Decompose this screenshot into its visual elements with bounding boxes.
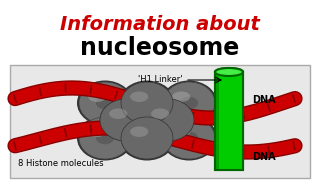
Ellipse shape: [130, 91, 148, 102]
Ellipse shape: [161, 116, 217, 161]
Bar: [10, 65, 310, 178]
Ellipse shape: [121, 82, 173, 124]
Text: DNA: DNA: [252, 95, 276, 105]
Ellipse shape: [161, 80, 217, 125]
Ellipse shape: [163, 117, 215, 159]
Ellipse shape: [109, 108, 127, 119]
Ellipse shape: [180, 97, 198, 109]
Ellipse shape: [159, 114, 177, 126]
Ellipse shape: [88, 91, 106, 102]
Ellipse shape: [100, 99, 152, 141]
Ellipse shape: [130, 126, 148, 137]
Ellipse shape: [151, 108, 169, 119]
Bar: [215, 72, 243, 170]
Ellipse shape: [77, 116, 133, 161]
Ellipse shape: [119, 116, 175, 161]
Ellipse shape: [180, 132, 198, 144]
Ellipse shape: [130, 126, 148, 137]
Ellipse shape: [121, 117, 173, 159]
Ellipse shape: [172, 126, 190, 137]
Ellipse shape: [151, 108, 169, 119]
Text: 'H1 Linker': 'H1 Linker': [138, 75, 182, 84]
Ellipse shape: [172, 91, 190, 102]
Ellipse shape: [88, 126, 106, 137]
Ellipse shape: [77, 80, 133, 125]
Bar: [215, 72, 219, 170]
Ellipse shape: [98, 98, 154, 143]
Text: DNA: DNA: [252, 152, 276, 162]
Ellipse shape: [100, 99, 152, 141]
Ellipse shape: [96, 97, 114, 109]
Ellipse shape: [119, 80, 175, 125]
Ellipse shape: [109, 108, 127, 119]
Text: 8 Histone molecules: 8 Histone molecules: [18, 159, 104, 168]
Bar: [215, 72, 243, 170]
Ellipse shape: [117, 114, 135, 126]
Bar: [215, 72, 219, 170]
Ellipse shape: [163, 82, 215, 124]
Ellipse shape: [215, 68, 243, 76]
Ellipse shape: [96, 132, 114, 144]
Ellipse shape: [130, 91, 148, 102]
Ellipse shape: [79, 117, 131, 159]
Bar: [240, 72, 243, 170]
Text: nucleosome: nucleosome: [80, 36, 240, 60]
Ellipse shape: [121, 82, 173, 124]
Ellipse shape: [138, 97, 156, 109]
Ellipse shape: [79, 82, 131, 124]
Text: Information about: Information about: [60, 15, 260, 34]
Ellipse shape: [138, 132, 156, 144]
Ellipse shape: [140, 98, 196, 143]
Ellipse shape: [121, 117, 173, 159]
Ellipse shape: [215, 68, 243, 76]
Ellipse shape: [142, 99, 194, 141]
Ellipse shape: [142, 99, 194, 141]
